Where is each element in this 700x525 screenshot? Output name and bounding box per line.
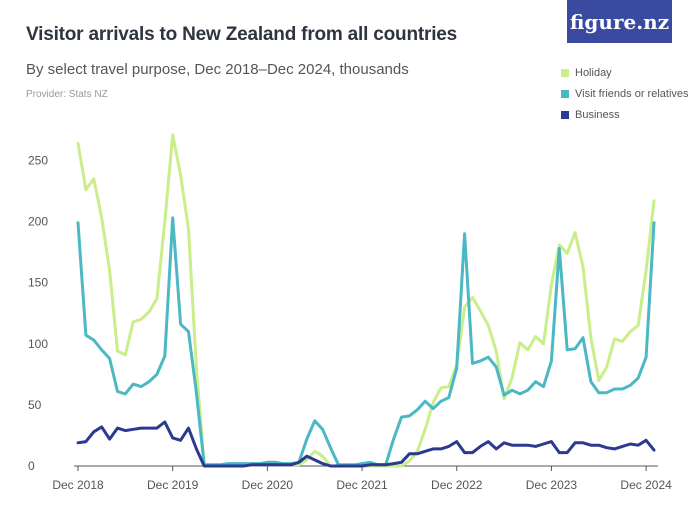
x-tick-label-0: Dec 2018 — [52, 478, 104, 492]
y-tick-label-0: 0 — [28, 459, 35, 473]
legend-swatch-visit-friends — [561, 89, 569, 98]
chart-title: Visitor arrivals to New Zealand from all… — [26, 24, 458, 45]
y-tick-label-4: 200 — [28, 215, 48, 229]
legend-item-business[interactable]: Business — [561, 104, 689, 125]
data-provider: Provider: Stats NZ — [26, 89, 108, 100]
legend-item-holiday[interactable]: Holiday — [561, 62, 689, 83]
y-tick-label-1: 50 — [28, 398, 42, 412]
legend-label-holiday: Holiday — [575, 66, 612, 79]
series-line-visit-friends-or-relatives — [76, 216, 656, 467]
y-tick-label-5: 250 — [28, 154, 48, 168]
x-tick-label-1: Dec 2019 — [147, 478, 199, 492]
figure-nz-logo[interactable]: figure.nz — [567, 0, 672, 43]
x-tick-label-2: Dec 2020 — [242, 478, 294, 492]
x-tick-label-6: Dec 2024 — [620, 478, 672, 492]
legend-item-visit-friends[interactable]: Visit friends or relatives — [561, 83, 689, 104]
legend-swatch-business — [561, 110, 569, 119]
chart-legend: Holiday Visit friends or relatives Busin… — [561, 62, 689, 125]
x-tick-label-3: Dec 2021 — [336, 478, 388, 492]
y-tick-label-3: 150 — [28, 276, 48, 290]
x-tick-label-5: Dec 2023 — [526, 478, 578, 492]
series-line-business — [76, 420, 656, 468]
series-line-holiday — [76, 133, 656, 468]
legend-label-visit-friends: Visit friends or relatives — [575, 87, 689, 100]
chart-subtitle: By select travel purpose, Dec 2018–Dec 2… — [26, 61, 409, 78]
y-tick-label-2: 100 — [28, 337, 48, 351]
x-tick-label-4: Dec 2022 — [431, 478, 483, 492]
legend-label-business: Business — [575, 108, 620, 121]
legend-swatch-holiday — [561, 68, 569, 77]
